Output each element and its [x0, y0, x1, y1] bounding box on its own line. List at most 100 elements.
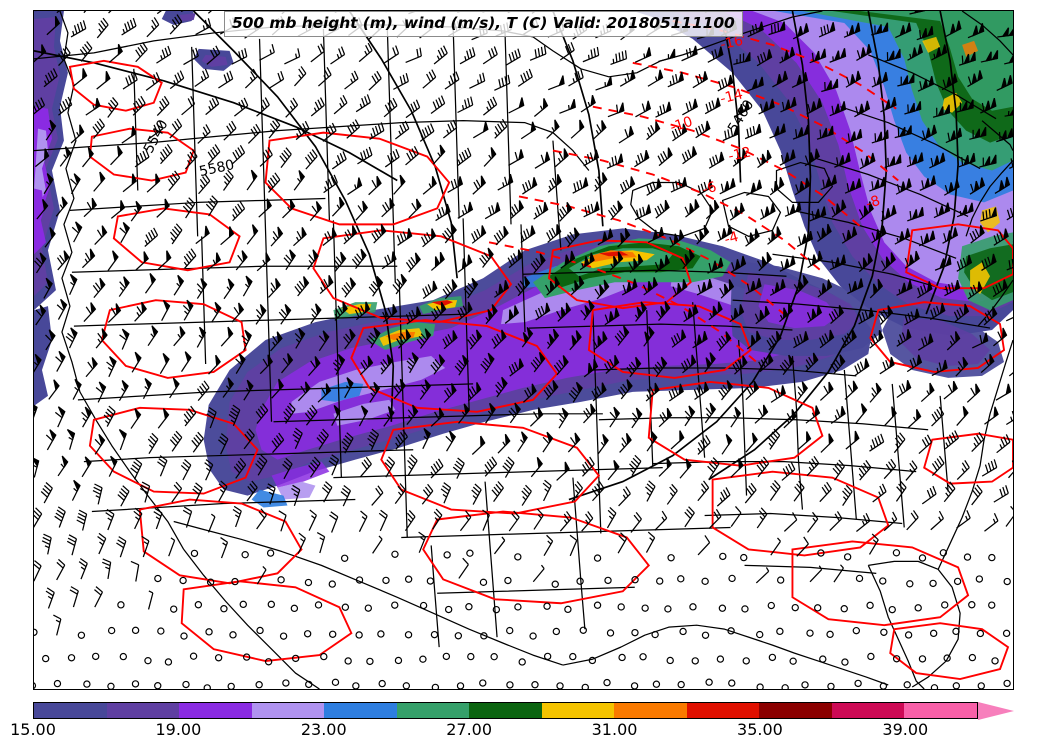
- wind-barb-flag: [400, 175, 405, 185]
- wind-barb-half: [766, 567, 768, 571]
- wind-barb-half: [177, 283, 180, 286]
- wind-barb-full: [694, 389, 697, 397]
- wind-barb-flag: [504, 226, 508, 236]
- wind-barb-calm: [777, 628, 783, 634]
- wind-barb-full: [499, 79, 501, 87]
- wind-barb-calm: [43, 655, 49, 661]
- wind-barb-flag: [614, 407, 619, 417]
- wind-barb-shaft: [460, 56, 475, 64]
- wind-barb-full: [436, 461, 440, 468]
- wind-barb-shaft: [770, 435, 780, 449]
- wind-barb-calm: [420, 656, 426, 662]
- map-title: 500 mb height (m), wind (m/s), T (C) Val…: [224, 11, 743, 37]
- wind-barb-half: [199, 335, 202, 338]
- colorbar-segment-12: [904, 703, 977, 718]
- wind-barb-flag: [693, 99, 697, 109]
- wind-barb-full: [412, 203, 416, 210]
- wind-barb-calm: [305, 579, 311, 585]
- wind-barb-full: [571, 437, 576, 444]
- wind-barb-flag: [670, 49, 675, 58]
- wind-barb-full: [824, 386, 828, 393]
- wind-barb-flag: [646, 101, 650, 111]
- wind-barb-shaft: [169, 540, 175, 556]
- wind-barb-flag: [416, 253, 421, 263]
- wind-barb-calm: [392, 602, 398, 608]
- wind-barb-half: [872, 393, 875, 397]
- wind-barb-half: [535, 213, 537, 217]
- wind-barb-flag: [890, 357, 894, 367]
- wind-barb-flag: [124, 277, 129, 287]
- wind-barb-half: [871, 445, 872, 449]
- wind-barb-half: [595, 185, 597, 189]
- wind-barb-half: [149, 445, 152, 448]
- wind-barb-full: [490, 99, 494, 107]
- wind-barb-half: [98, 339, 101, 343]
- wind-barb-calm: [278, 577, 284, 583]
- wind-barb-calm: [155, 575, 161, 581]
- wind-barb-full: [400, 125, 403, 133]
- wind-barb-half: [769, 238, 771, 242]
- wind-barb-half: [596, 130, 598, 134]
- wind-barb-half: [153, 80, 155, 84]
- wind-barb-calm: [757, 684, 763, 689]
- wind-barb-half: [503, 182, 504, 186]
- wind-barb-full: [330, 125, 334, 133]
- wind-barb-flag: [468, 255, 472, 265]
- wind-barb-full: [676, 74, 678, 82]
- wind-barb-full: [515, 50, 517, 58]
- wind-barb-shaft: [984, 521, 997, 531]
- wind-barb-full: [658, 156, 662, 164]
- wind-barb-full: [488, 101, 492, 109]
- wind-barb-full: [365, 96, 368, 104]
- wind-barb-full: [549, 230, 553, 238]
- wind-barb-full: [128, 22, 131, 30]
- wind-barb-full: [348, 126, 352, 133]
- wind-barb-full: [529, 69, 532, 77]
- wind-barb-calm: [867, 602, 873, 608]
- wind-barb-flag: [329, 275, 333, 285]
- wind-barb-full: [43, 534, 51, 538]
- wind-barb-half: [245, 284, 248, 287]
- wind-barb-flag: [829, 434, 833, 444]
- wind-barb-flag: [407, 228, 411, 238]
- wind-barb-flag: [777, 227, 781, 237]
- wind-barb-full: [470, 49, 472, 57]
- wind-barb-full: [429, 72, 433, 79]
- wind-barb-flag: [728, 75, 732, 85]
- wind-barb-flag: [302, 227, 306, 237]
- wind-barb-half: [813, 518, 816, 521]
- wind-barb-calm: [880, 578, 886, 584]
- wind-barb-calm: [443, 653, 449, 659]
- wind-barb-full: [312, 206, 317, 213]
- wind-barb-full: [60, 103, 64, 111]
- wind-barb-calm: [828, 683, 834, 689]
- wind-barb-flag: [119, 430, 126, 439]
- wind-barb-half: [974, 443, 976, 447]
- wind-barb-flag: [90, 249, 94, 259]
- wind-barb-shaft: [193, 439, 203, 453]
- wind-barb-shaft: [219, 487, 227, 502]
- wind-barb-half: [835, 415, 837, 419]
- wind-barb-half: [227, 287, 230, 290]
- wind-barb-flag: [619, 103, 624, 113]
- wind-barb-calm: [619, 654, 625, 660]
- wind-barb-full: [710, 158, 712, 166]
- wind-barb-calm: [841, 606, 847, 612]
- wind-barb-calm: [742, 606, 748, 612]
- wind-barb-full: [244, 98, 248, 106]
- wind-barb-flag: [667, 408, 671, 418]
- wind-barb-half: [438, 153, 441, 157]
- wind-barb-half: [235, 515, 239, 517]
- wind-barb-full: [626, 180, 629, 188]
- wind-barb-full: [643, 207, 645, 215]
- wind-barb-flag: [907, 380, 911, 390]
- wind-barb-calm: [34, 629, 37, 635]
- wind-barb-calm: [132, 681, 138, 687]
- wind-barb-half: [465, 56, 466, 60]
- wind-barb-full: [622, 51, 623, 59]
- wind-barb-half: [75, 387, 78, 390]
- wind-barb-flag: [807, 432, 811, 442]
